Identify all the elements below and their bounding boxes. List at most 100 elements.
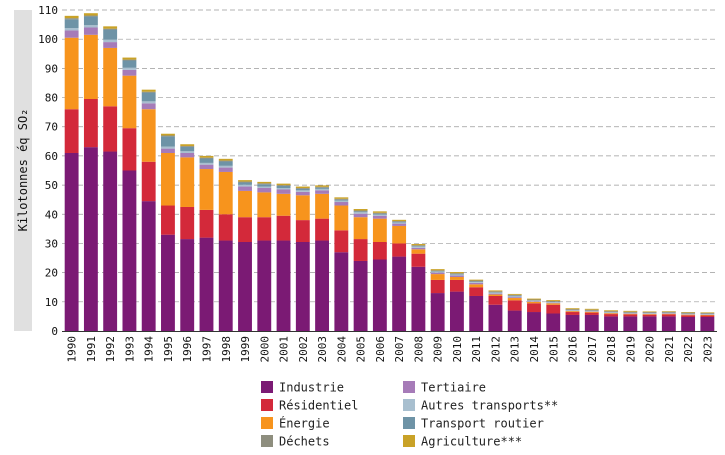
bar-segment: [141, 101, 156, 104]
y-tick-label: 0: [51, 325, 58, 338]
x-tick-label: 1999: [239, 336, 252, 363]
bar-segment: [334, 197, 349, 199]
bar-segment: [334, 199, 349, 201]
x-tick-label: 2012: [489, 336, 502, 363]
x-tick-label: 1993: [123, 336, 136, 363]
legend-item: Industrie: [261, 381, 344, 395]
bar-segment: [315, 240, 330, 331]
bar-segment: [315, 187, 330, 189]
legend-swatch: [261, 435, 273, 447]
bar-segment: [353, 217, 368, 240]
bar-segment: [161, 135, 175, 137]
bar-segment: [122, 60, 137, 68]
bar-segment: [295, 220, 310, 242]
bar-segment: [411, 253, 426, 267]
bar-segment: [141, 91, 156, 93]
bar-segment: [122, 59, 137, 61]
legend-swatch: [403, 435, 415, 447]
bar-segment: [334, 198, 349, 200]
bar-segment: [411, 266, 426, 331]
bar-segment: [64, 18, 79, 20]
legend-item: Résidentiel: [261, 399, 358, 413]
bar-segment: [488, 293, 503, 295]
x-tick-label: 2010: [451, 336, 464, 363]
bar-segment: [161, 133, 175, 136]
bar-segment: [238, 184, 252, 187]
legend-label: Agriculture***: [421, 435, 522, 449]
bar-segment: [257, 183, 272, 185]
legend-label: Tertiaire: [421, 381, 486, 395]
bar-segment: [469, 279, 484, 281]
bar-segment: [411, 249, 426, 254]
bar-segment: [392, 223, 407, 226]
bar-segment: [141, 92, 156, 102]
legend-item: Tertiaire: [403, 381, 486, 395]
bar-segment: [141, 89, 156, 92]
bar-segment: [584, 312, 599, 315]
bar-segment: [218, 240, 233, 331]
bar-segment: [623, 314, 638, 317]
bar-segment: [122, 67, 137, 70]
bar-segment: [161, 136, 175, 147]
x-tick-label: 2019: [624, 336, 637, 363]
x-tick-label: 1998: [220, 336, 233, 363]
bar-segment: [103, 29, 118, 40]
bar-segment: [449, 275, 464, 278]
legend-item: Autres transports**: [403, 399, 558, 413]
bar-segment: [411, 246, 426, 248]
bar-segment: [527, 299, 541, 301]
bar-segment: [372, 215, 387, 219]
bar-segment: [565, 312, 580, 315]
bar-segment: [527, 301, 541, 304]
bar-segment: [700, 312, 715, 314]
x-tick-label: 2016: [567, 336, 580, 363]
bar-segment: [64, 152, 79, 331]
bar-segment: [276, 189, 291, 194]
y-tick-label: 70: [45, 121, 58, 134]
legend-swatch: [403, 417, 415, 429]
y-axis-label-group: Kilotonnes éq SO₂: [14, 10, 32, 331]
bar-segment: [180, 239, 195, 331]
bar-segment: [372, 241, 387, 260]
bar-segment: [64, 28, 79, 31]
y-tick-label: 30: [45, 237, 58, 250]
legend-item: Énergie: [261, 416, 330, 431]
bar-segment: [103, 106, 118, 152]
x-tick-label: 2007: [393, 336, 406, 363]
x-tick-label: 2006: [374, 336, 387, 363]
bar-segment: [681, 316, 696, 331]
bar-segment: [83, 25, 98, 28]
legend-swatch: [261, 381, 273, 393]
bar-segment: [334, 230, 349, 253]
bar-segment: [604, 311, 618, 313]
bar-segment: [315, 190, 330, 194]
bar-segment: [642, 316, 657, 331]
bar-segment: [353, 260, 368, 331]
bar-segment: [469, 287, 484, 296]
y-tick-label: 90: [45, 62, 58, 75]
bar-segment: [372, 259, 387, 331]
bar-segment: [449, 279, 464, 292]
bar-segment: [83, 13, 98, 16]
legend: Industrie Résidentiel Énergie Déchets Tertia…: [261, 381, 558, 449]
bar-segment: [527, 301, 541, 302]
bar-segment: [565, 314, 580, 331]
bar-segment: [527, 312, 541, 331]
bar-segment: [315, 186, 330, 188]
bar-segment: [238, 182, 252, 185]
bar-segment: [527, 303, 541, 313]
y-tick-label: 10: [45, 296, 58, 309]
bar-segment: [353, 213, 368, 218]
bar-segment: [507, 296, 522, 298]
bar-segment: [295, 241, 310, 331]
bar-segment: [700, 314, 715, 316]
bar-segment: [584, 310, 599, 312]
x-tick-label: 2001: [278, 336, 291, 363]
bar-segment: [623, 312, 638, 314]
x-tick-label: 2009: [432, 336, 445, 363]
bar-segment: [488, 291, 503, 293]
x-tick-label: 1994: [143, 336, 156, 363]
bar-segment: [661, 316, 676, 331]
bar-segment: [681, 313, 696, 315]
bar-segment: [681, 315, 696, 317]
